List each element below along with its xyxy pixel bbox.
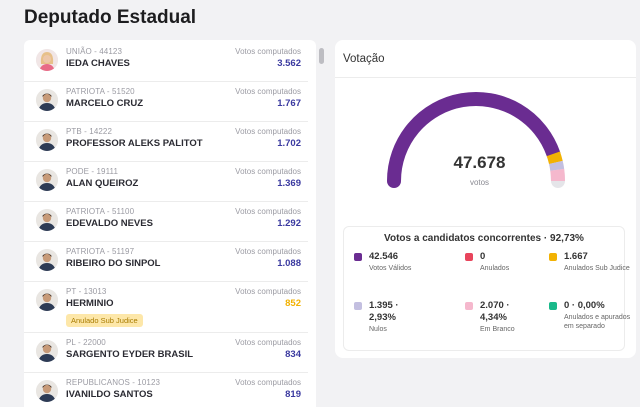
candidate-name: HERMINIO [66, 298, 114, 309]
votes-gauge [387, 92, 566, 188]
candidate-party-number: PODE - 19111 [66, 167, 119, 176]
candidate-party-number: PATRIOTA - 51100 [66, 207, 135, 216]
legend-swatch [354, 253, 362, 261]
stat-label: Anulados e apurados em separado [564, 314, 631, 330]
votes-count: 819 [285, 389, 301, 400]
votes-label: Votos computados [235, 338, 301, 347]
gauge-segment-votos-v-lidos [387, 92, 561, 188]
candidate-name: SARGENTO EYDER BRASIL [66, 349, 194, 360]
male-avatar [36, 169, 58, 191]
list-item[interactable]: PATRIOTA - 51100 EDEVALDO NEVES Votos comp… [24, 202, 308, 242]
male-avatar [36, 89, 58, 111]
votes-label: Votos computados [235, 47, 301, 56]
list-item[interactable]: PATRIOTA - 51520 MARCELO CRUZ Votos comput… [24, 82, 308, 122]
stat-label: Em Branco [480, 326, 515, 333]
votacao-card: Votação 47.678 votos Votos a candidatos … [335, 40, 636, 358]
candidate-party-number: PATRIOTA - 51520 [66, 87, 135, 96]
status-badge: Anulado Sub Judice [66, 314, 143, 327]
total-votes: 47.678 [453, 153, 506, 172]
legend-swatch [465, 253, 473, 261]
candidate-name: MARCELO CRUZ [66, 98, 144, 109]
male-avatar [36, 289, 58, 311]
gauge-segment-anulados-sub-judice [546, 151, 563, 165]
votes-count: 1.369 [277, 178, 301, 189]
candidate-party-number: REPUBLICANOS - 10123 [66, 378, 161, 387]
card-title: Votação [343, 53, 385, 65]
total-votes-unit: votos [469, 178, 490, 187]
male-avatar [36, 129, 58, 151]
candidate-name: IVANILDO SANTOS [66, 389, 153, 400]
candidate-party-number: UNIÃO - 44123 [66, 47, 122, 56]
legend-swatch [465, 302, 473, 310]
list-item[interactable]: PATRIOTA - 51197 RIBEIRO DO SINPOL Votos c… [24, 242, 308, 282]
male-avatar [36, 209, 58, 231]
votes-label: Votos computados [235, 207, 301, 216]
votes-label: Votos computados [235, 87, 301, 96]
candidate-party-number: PL - 22000 [66, 338, 106, 347]
candidate-name: EDEVALDO NEVES [66, 218, 153, 229]
stats-box: Votos a candidatos concorrentes · 92,73%… [343, 226, 630, 351]
male-avatar [36, 249, 58, 271]
votes-count: 1.702 [277, 138, 301, 149]
candidate-name: RIBEIRO DO SINPOL [66, 258, 161, 269]
candidate-party-number: PTB - 14222 [66, 127, 113, 136]
male-avatar [36, 380, 58, 402]
gauge-segment-nulos [549, 160, 565, 171]
stat-value: 0 · 0,00% [564, 300, 605, 311]
votes-label: Votos computados [235, 167, 301, 176]
votes-count: 834 [285, 349, 301, 360]
stat-label: Anulados [480, 265, 510, 272]
votes-label: Votos computados [235, 287, 301, 296]
stat-value: 2.070 · 4,34% [480, 300, 510, 323]
stat-value: 1.667 [564, 251, 588, 262]
stats-title: Votos a candidatos concorrentes · 92,73% [384, 233, 584, 244]
page-title: Deputado Estadual [24, 7, 197, 28]
female-avatar [36, 49, 58, 71]
votes-label: Votos computados [235, 127, 301, 136]
stat-value: 0 [480, 251, 486, 262]
list-item[interactable]: PODE - 19111 ALAN QUEIROZ Votos computados… [24, 162, 308, 202]
votes-label: Votos computados [235, 247, 301, 256]
stat-label: Anulados Sub Judice [564, 265, 630, 272]
votes-count: 1.767 [277, 98, 301, 109]
candidate-name: IEDA CHAVES [66, 58, 130, 69]
candidate-name: ALAN QUEIROZ [66, 178, 139, 189]
votes-count: 852 [285, 298, 301, 309]
list-item[interactable]: REPUBLICANOS - 10123 IVANILDO SANTOS Votos… [24, 373, 308, 407]
scrollbar-thumb[interactable] [319, 48, 324, 64]
legend-swatch [549, 302, 557, 310]
list-item[interactable]: UNIÃO - 44123 IEDA CHAVES Votos computados… [24, 42, 308, 82]
list-item[interactable]: PTB - 14222 PROFESSOR ALEKS PALITOT Votos … [24, 122, 308, 162]
candidate-name: PROFESSOR ALEKS PALITOT [66, 138, 203, 149]
candidate-party-number: PT - 13013 [66, 287, 107, 296]
list-item[interactable]: PL - 22000 SARGENTO EYDER BRASIL Votos com… [24, 333, 308, 373]
votes-label: Votos computados [235, 378, 301, 387]
stat-value: 42.546 [369, 251, 399, 262]
legend-swatch [354, 302, 362, 310]
legend-swatch [549, 253, 557, 261]
votes-count: 1.088 [277, 258, 301, 269]
candidate-list[interactable]: UNIÃO - 44123 IEDA CHAVES Votos computados… [24, 40, 316, 407]
votes-count: 1.292 [277, 218, 301, 229]
stat-label: Votos Válidos [369, 265, 412, 272]
list-item[interactable]: PT - 13013 HERMINIO Votos computados 852 Anu… [24, 282, 308, 333]
list-scrollbar[interactable] [317, 40, 326, 407]
gauge-segment-em-branco [550, 168, 566, 182]
stat-value: 1.395 · 2,93% [369, 300, 399, 323]
candidate-party-number: PATRIOTA - 51197 [66, 247, 135, 256]
divider [335, 77, 636, 78]
male-avatar [36, 340, 58, 362]
votes-count: 3.562 [277, 58, 301, 69]
stat-label: Nulos [369, 326, 387, 333]
